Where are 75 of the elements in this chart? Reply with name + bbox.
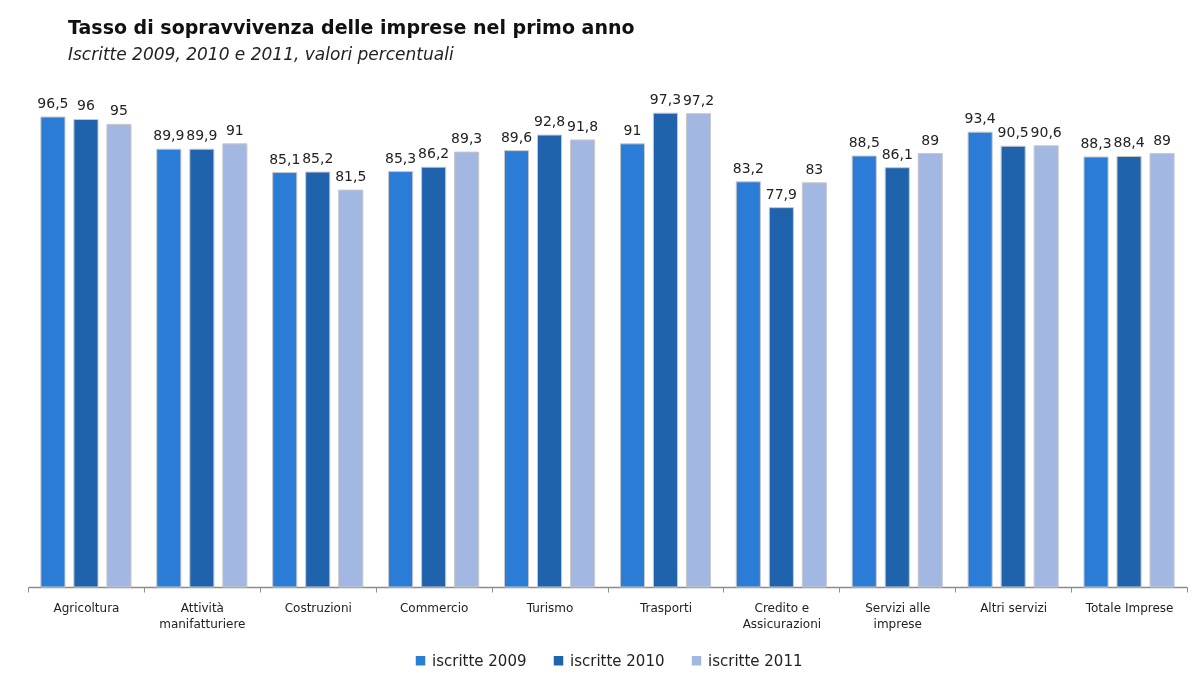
bar [421,166,447,588]
bar [735,181,761,588]
data-label: 85,3 [385,149,417,166]
data-label: 93,4 [964,110,996,127]
data-label: 88,3 [1080,134,1112,151]
data-label: 97,2 [682,91,715,108]
data-label: 88,4 [1113,134,1145,151]
bar [305,171,331,588]
x-tick-label: Credito e Assicurazioni [742,600,822,631]
bar [454,151,480,588]
data-label: 91,8 [566,117,599,134]
legend-label: iscritte 2011 [708,651,803,670]
data-label: 95 [110,102,128,119]
bar [338,189,364,588]
bar [1000,145,1026,588]
bar [917,153,943,588]
data-label: 85,2 [302,150,334,167]
bar [189,148,215,588]
data-label: 96 [77,97,95,114]
x-tick-label: Commercio [399,600,469,615]
bar [619,143,645,588]
bar [685,113,712,588]
data-label: 92,8 [533,113,566,130]
data-label: 96,5 [37,95,69,112]
chart-title: Tasso di sopravvivenza delle imprese nel primo anno [68,16,635,39]
data-label: 83 [805,160,824,177]
x-tick-label: Totale Imprese [1084,600,1174,615]
data-label: 89,9 [153,127,185,144]
x-tick-label: Trasporti [638,600,692,615]
bar [272,172,298,588]
data-label: 81,5 [335,168,367,185]
bar [1149,153,1175,588]
data-label: 83,2 [732,159,764,176]
bar [503,150,530,588]
data-label: 90,6 [1030,123,1062,140]
bar [801,182,827,588]
bar [1033,145,1059,588]
x-tick-label: Attività manifatturiere [159,600,246,631]
bar [537,134,563,588]
data-label: 90,5 [997,124,1029,141]
bar [388,171,414,588]
bar [967,131,993,588]
bar [106,123,132,588]
x-tick-label: Turismo [525,600,574,615]
bar [73,118,99,588]
data-label: 89 [921,131,940,148]
data-label: 86,2 [418,145,450,162]
bar [652,112,678,588]
data-label: 97,3 [649,91,682,108]
data-label: 85,1 [269,150,301,167]
data-label: 89 [1153,131,1171,148]
data-label: 88,5 [848,134,880,151]
bar [40,116,66,588]
x-tick-label: Agricoltura [53,600,120,615]
x-tick-label: Costruzioni [284,600,352,615]
legend-label: iscritte 2010 [570,651,665,670]
bar [851,155,877,588]
bar [884,167,910,588]
bar [1083,156,1109,588]
bar [768,207,794,588]
bar [570,139,596,588]
data-label: 77,9 [765,185,797,202]
x-tick-label: Altri servizi [980,600,1048,615]
data-label: 86,1 [881,145,913,162]
bar [222,143,248,588]
bar [1116,155,1142,588]
data-label: 89,9 [186,127,218,144]
chart-subtitle: Iscritte 2009, 2010 e 2011, valori percentuali [68,44,454,65]
data-label: 91 [623,121,642,138]
data-label: 89,3 [451,130,483,147]
data-label: 91 [225,121,244,138]
bar [156,148,182,588]
data-label: 89,6 [500,128,533,145]
legend-label: iscritte 2009 [432,651,527,670]
x-tick-label: Servizi alle imprese [865,600,931,631]
